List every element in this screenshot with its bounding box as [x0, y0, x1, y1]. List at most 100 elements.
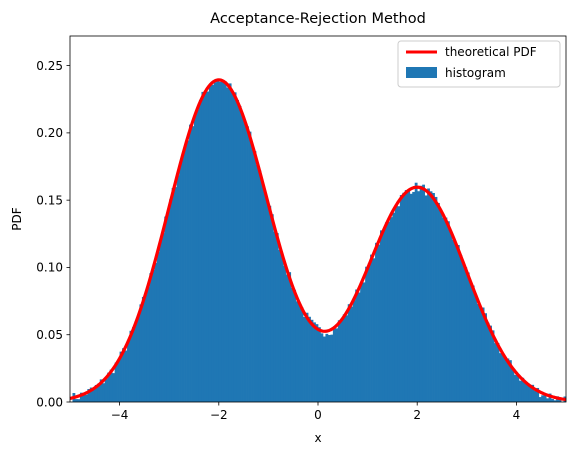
- histogram-bar: [404, 190, 408, 402]
- histogram-bar: [82, 393, 86, 402]
- y-axis: 0.00 0.05 0.10 0.15 0.20 0.25: [36, 59, 70, 409]
- histogram-bar: [551, 399, 554, 402]
- histogram-bar: [335, 328, 339, 402]
- histogram-bar: [213, 82, 217, 403]
- histogram-bar: [280, 254, 284, 402]
- histogram-bar: [454, 243, 458, 402]
- histogram-bar: [523, 381, 527, 402]
- histogram-bar: [310, 319, 314, 402]
- histogram-bar: [260, 182, 264, 402]
- legend-box: [397, 40, 561, 88]
- histogram-bar: [107, 372, 111, 402]
- histogram-bar: [285, 274, 289, 402]
- histogram-bar: [471, 285, 475, 402]
- histogram-bar: [442, 217, 445, 402]
- x-tick-label: 0: [314, 408, 322, 422]
- histogram-bar: [345, 315, 349, 402]
- histogram-bar: [208, 85, 212, 402]
- histogram-bar: [432, 192, 435, 402]
- histogram-bar: [355, 289, 359, 402]
- histogram-bar: [241, 113, 244, 402]
- histogram-bar: [194, 115, 197, 402]
- histogram-bar: [528, 385, 532, 402]
- histogram-bar: [238, 105, 242, 403]
- histogram-bar: [538, 397, 542, 402]
- histogram-bar: [231, 92, 235, 402]
- histogram-bar: [446, 221, 450, 402]
- histogram-bar: [112, 373, 115, 402]
- histogram-bar: [159, 241, 163, 402]
- histogram-bar: [246, 126, 249, 403]
- histogram-bar: [315, 324, 319, 402]
- histogram-bar: [146, 287, 150, 402]
- histogram-bar: [377, 244, 381, 402]
- histogram-bar: [414, 182, 418, 402]
- histogram-bar: [206, 91, 210, 403]
- histogram-bar: [198, 99, 202, 403]
- histogram-bar: [513, 374, 517, 402]
- histogram-bar: [191, 126, 195, 402]
- histogram-bar: [531, 384, 535, 402]
- histogram-bar: [99, 379, 103, 402]
- histogram-bar: [273, 231, 277, 402]
- histogram-bar: [511, 368, 515, 402]
- histogram-bar: [161, 233, 165, 402]
- histogram-bar: [494, 343, 497, 402]
- histogram-bar: [456, 245, 460, 402]
- histogram-bar: [365, 266, 368, 402]
- histogram-bar: [504, 356, 507, 402]
- y-tick-label: 0.00: [36, 395, 63, 409]
- x-tick-label: 2: [413, 408, 421, 422]
- histogram-bar: [89, 387, 93, 402]
- histogram-bar: [263, 191, 267, 402]
- histogram-bar: [362, 282, 366, 402]
- histogram-bar: [189, 124, 192, 402]
- theoretical-pdf-line: [69, 78, 567, 402]
- histogram-bar: [156, 252, 160, 402]
- histogram-bar: [74, 399, 78, 402]
- histogram-bar: [268, 205, 272, 402]
- histogram-bar: [553, 400, 557, 402]
- histogram-bar: [340, 319, 344, 402]
- histogram-bar: [347, 304, 351, 402]
- histogram-bar: [367, 263, 371, 402]
- histogram-bar: [419, 185, 423, 402]
- plot-area: [69, 78, 567, 403]
- histogram-bar: [251, 145, 254, 402]
- histogram-bar: [461, 263, 465, 402]
- histogram-bar: [409, 193, 413, 402]
- histogram-bar: [196, 109, 200, 403]
- histogram-bar: [169, 199, 173, 402]
- x-axis-label: x: [314, 431, 321, 445]
- y-axis-label: PDF: [10, 207, 24, 230]
- histogram-bar: [350, 306, 354, 402]
- histogram-bar: [526, 383, 530, 402]
- histogram-bar: [248, 131, 252, 403]
- histogram-bar: [203, 91, 207, 402]
- histogram-bar: [119, 351, 123, 402]
- histogram-bar: [427, 188, 430, 402]
- histogram-bar: [541, 395, 545, 402]
- histogram-bar: [407, 190, 411, 402]
- histogram-bar: [389, 217, 393, 402]
- histogram-bar: [518, 380, 522, 402]
- histogram-bar: [464, 267, 468, 402]
- histogram-bar: [322, 336, 326, 402]
- legend-label-theoretical-pdf: theoretical PDF: [445, 45, 537, 59]
- histogram-bar: [499, 353, 502, 402]
- histogram-bar: [141, 296, 145, 402]
- histogram-bar: [166, 210, 170, 402]
- histogram-bar: [109, 369, 113, 402]
- histogram-bar: [102, 383, 106, 402]
- histogram-bar: [305, 312, 309, 402]
- histogram-bar: [558, 399, 562, 402]
- histogram-bar: [186, 140, 190, 403]
- histogram-bar: [501, 353, 505, 402]
- histogram-bar: [392, 212, 396, 402]
- histogram-bar: [536, 387, 540, 402]
- histogram-bar: [174, 187, 177, 402]
- histogram-bar: [79, 392, 83, 402]
- histogram-bar: [117, 360, 120, 402]
- histogram-bar: [270, 214, 274, 402]
- histogram-bar: [439, 211, 443, 402]
